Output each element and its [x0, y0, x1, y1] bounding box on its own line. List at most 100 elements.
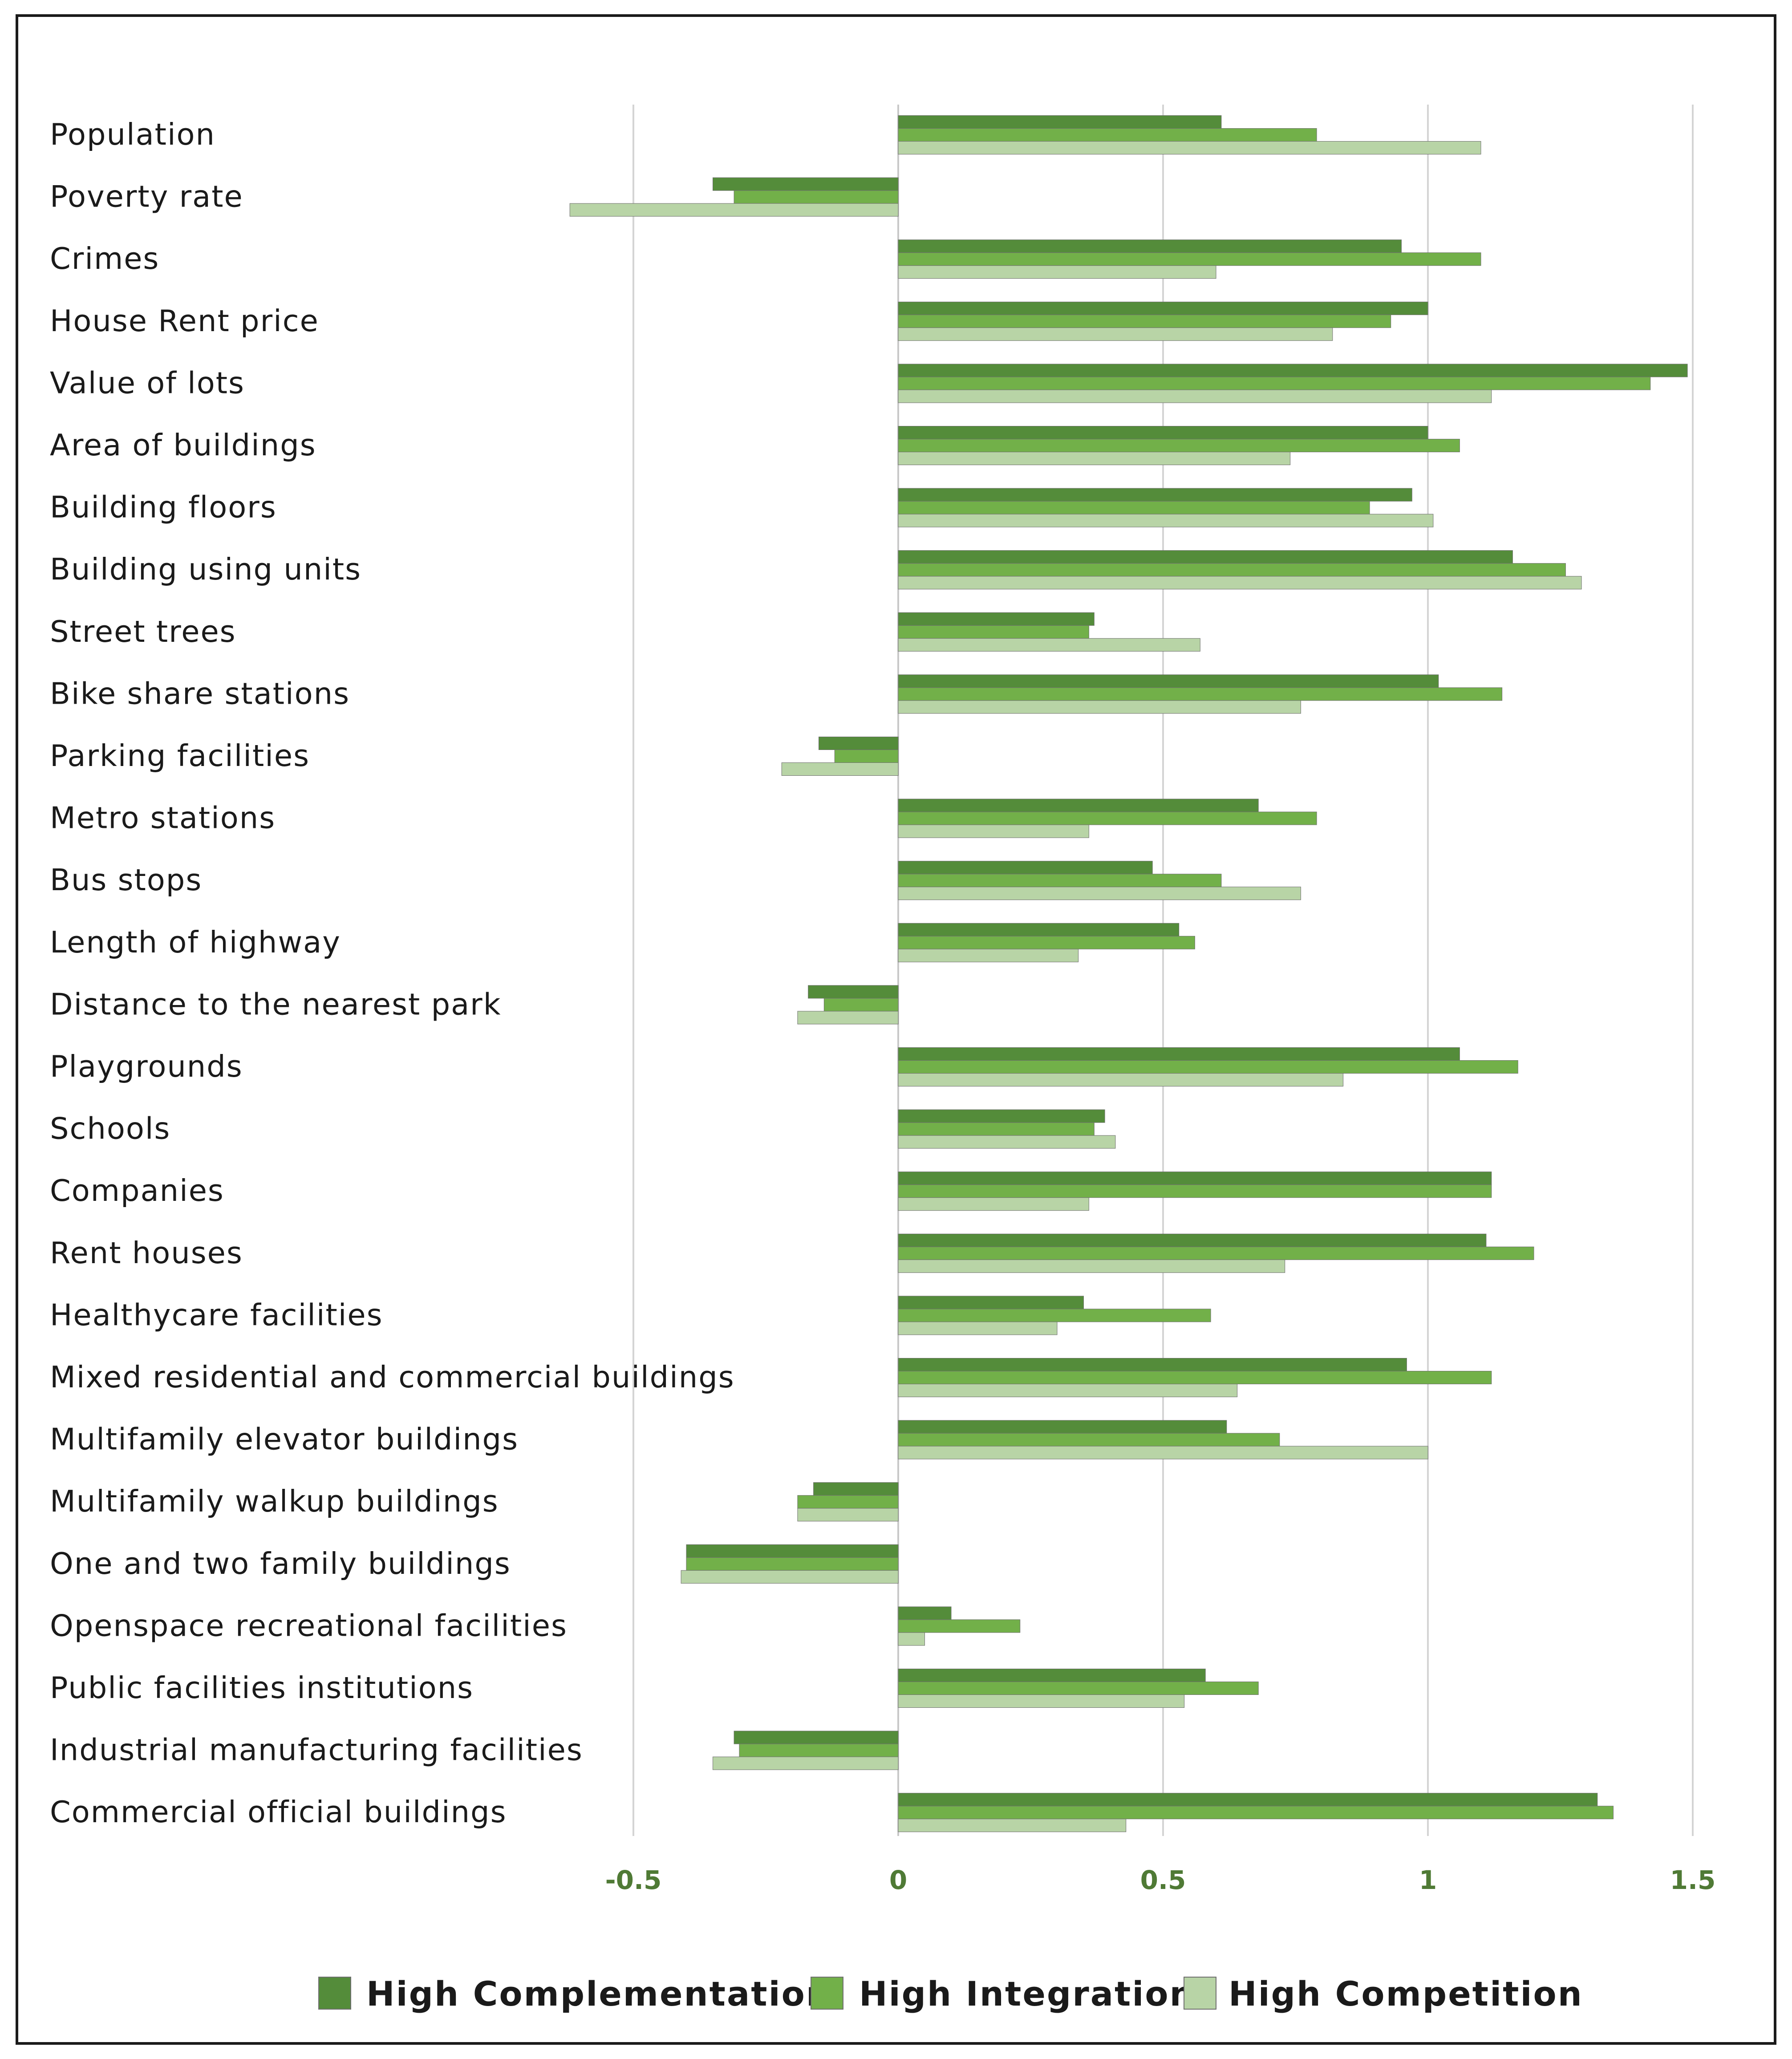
bar-high-integration-crimes: [898, 252, 1481, 266]
bar-high-competition-bike-share-stations: [898, 700, 1301, 714]
bar-high-complementation-street-trees: [898, 612, 1095, 626]
bar-high-integration-parking-facilities: [834, 750, 899, 763]
bar-high-complementation-building-using-units: [898, 550, 1513, 564]
bar-high-integration-healthycare-facilities: [898, 1309, 1211, 1322]
category-label-industrial-manufacturing-facilities: Industrial manufacturing facilities: [50, 1733, 583, 1767]
category-label-bike-share-stations: Bike share stations: [50, 676, 350, 711]
bar-high-competition-house-rent-price: [898, 327, 1333, 341]
bar-high-complementation-distance-to-the-nearest-park: [808, 985, 899, 999]
category-label-healthycare-facilities: Healthycare facilities: [50, 1297, 383, 1332]
category-label-rent-houses: Rent houses: [50, 1236, 243, 1270]
bar-high-competition-bus-stops: [898, 887, 1301, 900]
category-label-bus-stops: Bus stops: [50, 863, 202, 897]
bar-high-integration-building-floors: [898, 501, 1370, 515]
category-label-building-using-units: Building using units: [50, 552, 361, 587]
bar-high-integration-distance-to-the-nearest-park: [823, 998, 899, 1012]
bar-high-complementation-metro-stations: [898, 798, 1259, 812]
bar-high-integration-playgrounds: [898, 1060, 1518, 1074]
bar-high-competition-rent-houses: [898, 1259, 1285, 1273]
bar-high-competition-value-of-lots: [898, 389, 1492, 403]
category-label-commercial-official-buildings: Commercial official buildings: [50, 1795, 507, 1829]
x-tick-label: 1: [1419, 1865, 1437, 1895]
bar-high-integration-house-rent-price: [898, 314, 1391, 328]
bar-high-integration-one-and-two-family-buildings: [686, 1557, 899, 1571]
category-label-multifamily-walkup-buildings: Multifamily walkup buildings: [50, 1484, 499, 1519]
bar-high-integration-industrial-manufacturing-facilities: [739, 1743, 899, 1757]
bar-high-complementation-schools: [898, 1109, 1105, 1123]
x-tick-label: 0: [889, 1865, 907, 1895]
category-label-distance-to-the-nearest-park: Distance to the nearest park: [50, 987, 502, 1021]
bar-high-integration-multifamily-elevator-buildings: [898, 1433, 1280, 1447]
bar-high-competition-crimes: [898, 265, 1216, 279]
bar-high-complementation-value-of-lots: [898, 364, 1688, 377]
legend-swatch-high-competition: [1184, 1977, 1216, 2010]
bar-high-competition-openspace-recreational-facilities: [898, 1632, 925, 1646]
bar-high-competition-street-trees: [898, 638, 1200, 652]
bar-high-integration-public-facilities-institutions: [898, 1682, 1259, 1695]
category-label-one-and-two-family-buildings: One and two family buildings: [50, 1546, 511, 1581]
category-label-area-of-buildings: Area of buildings: [50, 428, 316, 462]
bar-high-integration-rent-houses: [898, 1246, 1534, 1260]
bar-high-complementation-commercial-official-buildings: [898, 1793, 1598, 1807]
legend-label-high-complementation: High Complementation: [366, 1974, 831, 2014]
bar-high-competition-one-and-two-family-buildings: [681, 1570, 899, 1584]
category-label-public-facilities-institutions: Public facilities institutions: [50, 1670, 474, 1705]
bar-high-complementation-population: [898, 115, 1222, 129]
bar-high-competition-population: [898, 141, 1481, 154]
bar-high-integration-multifamily-walkup-buildings: [797, 1495, 899, 1509]
category-label-parking-facilities: Parking facilities: [50, 738, 310, 773]
bar-high-complementation-crimes: [898, 239, 1402, 253]
bar-high-complementation-parking-facilities: [819, 737, 899, 750]
category-label-building-floors: Building floors: [50, 490, 277, 525]
chart-frame: [16, 14, 1776, 2045]
bar-high-integration-openspace-recreational-facilities: [898, 1619, 1021, 1633]
x-tick-label: -0.5: [605, 1865, 662, 1895]
category-label-schools: Schools: [50, 1111, 170, 1146]
bars: [569, 115, 1688, 1832]
legend-swatch-high-integration: [811, 1977, 843, 2010]
bar-high-competition-parking-facilities: [781, 762, 899, 776]
category-label-street-trees: Street trees: [50, 614, 236, 649]
bar-high-integration-population: [898, 128, 1317, 142]
bar-high-complementation-length-of-highway: [898, 923, 1180, 936]
bar-high-competition-building-using-units: [898, 576, 1582, 590]
bar-high-complementation-industrial-manufacturing-facilities: [734, 1731, 899, 1744]
category-labels: Population Poverty rate Crimes House Rent p…: [50, 117, 735, 1829]
bar-high-integration-street-trees: [898, 625, 1089, 639]
bar-high-complementation-poverty-rate: [713, 177, 899, 191]
bar-high-complementation-bike-share-stations: [898, 674, 1439, 688]
category-label-metro-stations: Metro stations: [50, 801, 276, 835]
bar-high-complementation-multifamily-walkup-buildings: [813, 1482, 899, 1496]
bar-high-competition-playgrounds: [898, 1073, 1344, 1086]
bar-high-complementation-healthycare-facilities: [898, 1296, 1084, 1309]
category-label-population: Population: [50, 117, 215, 152]
bar-high-competition-distance-to-the-nearest-park: [797, 1011, 899, 1025]
bar-high-integration-companies: [898, 1184, 1492, 1198]
bar-high-competition-metro-stations: [898, 824, 1089, 838]
bar-high-integration-metro-stations: [898, 811, 1317, 825]
legend-label-high-competition: High Competition: [1228, 1974, 1583, 2014]
legend: High Complementation High Integration High…: [318, 1974, 1583, 2014]
bar-high-competition-building-floors: [898, 514, 1434, 527]
bar-high-integration-commercial-official-buildings: [898, 1806, 1614, 1820]
bar-high-integration-bus-stops: [898, 874, 1222, 888]
bar-high-competition-healthycare-facilities: [898, 1321, 1058, 1335]
bar-high-complementation-playgrounds: [898, 1047, 1460, 1061]
category-label-house-rent-price: House Rent price: [50, 304, 319, 338]
bar-high-competition-schools: [898, 1135, 1116, 1149]
bar-high-complementation-area-of-buildings: [898, 426, 1428, 439]
category-label-mixed-residential-and-commercial-buildings: Mixed residential and commercial buildin…: [50, 1360, 735, 1394]
bar-high-competition-multifamily-elevator-buildings: [898, 1446, 1428, 1459]
bar-high-complementation-public-facilities-institutions: [898, 1669, 1206, 1682]
bar-high-integration-schools: [898, 1122, 1095, 1136]
category-label-playgrounds: Playgrounds: [50, 1049, 243, 1084]
bar-high-integration-value-of-lots: [898, 377, 1651, 390]
bar-high-integration-length-of-highway: [898, 936, 1195, 949]
bar-high-competition-mixed-residential-and-commercial-buildings: [898, 1384, 1238, 1397]
bar-high-integration-bike-share-stations: [898, 687, 1503, 701]
category-label-crimes: Crimes: [50, 241, 159, 276]
bar-high-complementation-rent-houses: [898, 1233, 1487, 1247]
category-label-length-of-highway: Length of highway: [50, 925, 341, 960]
bar-high-competition-companies: [898, 1197, 1089, 1211]
bar-high-complementation-mixed-residential-and-commercial-buildings: [898, 1358, 1407, 1371]
